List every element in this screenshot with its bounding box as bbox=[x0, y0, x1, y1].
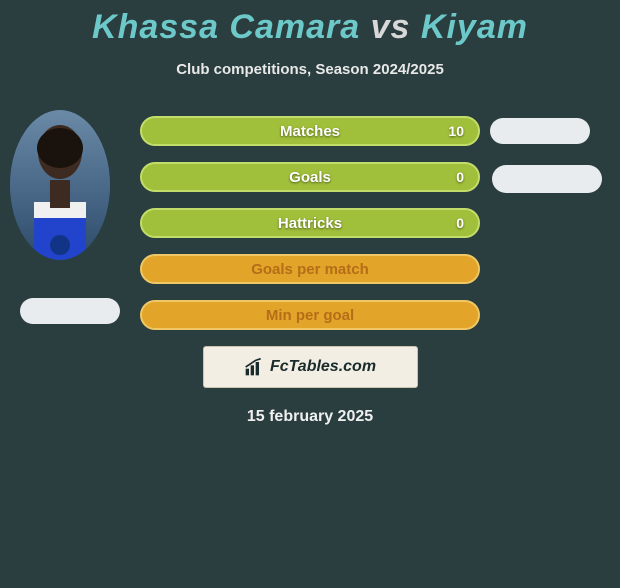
brand-text: FcTables.com bbox=[270, 358, 376, 376]
bar-min-per-goal: Min per goal bbox=[140, 300, 480, 330]
bar-value: 10 bbox=[448, 123, 464, 139]
player1-name: Khassa Camara bbox=[92, 8, 360, 46]
bar-hattricks: Hattricks 0 bbox=[140, 208, 480, 238]
vs-text: vs bbox=[371, 8, 411, 46]
brand-badge: FcTables.com bbox=[203, 346, 418, 388]
bar-goals-per-match: Goals per match bbox=[140, 254, 480, 284]
subtitle: Club competitions, Season 2024/2025 bbox=[0, 61, 620, 78]
date-text: 15 february 2025 bbox=[0, 408, 620, 426]
bar-value: 0 bbox=[456, 169, 464, 185]
player2-stat-pill-1 bbox=[490, 118, 590, 144]
player2-stat-pill-2 bbox=[492, 165, 602, 193]
player1-avatar bbox=[10, 110, 110, 260]
comparison-title: Khassa Camara vs Kiyam bbox=[0, 8, 620, 47]
bar-goals: Goals 0 bbox=[140, 162, 480, 192]
bar-value: 0 bbox=[456, 215, 464, 231]
bar-label: Matches bbox=[280, 123, 340, 140]
bar-matches: Matches 10 bbox=[140, 116, 480, 146]
player2-name: Kiyam bbox=[421, 8, 528, 46]
avatar-icon bbox=[10, 110, 110, 260]
comparison-content: Matches 10 Goals 0 Hattricks 0 Goals per… bbox=[0, 116, 620, 330]
bar-label: Min per goal bbox=[266, 307, 354, 324]
bar-label: Goals bbox=[289, 169, 331, 186]
stat-bars: Matches 10 Goals 0 Hattricks 0 Goals per… bbox=[140, 116, 480, 330]
bar-label: Goals per match bbox=[251, 261, 369, 278]
player1-stat-pill bbox=[20, 298, 120, 324]
bar-label: Hattricks bbox=[278, 215, 342, 232]
chart-icon bbox=[244, 357, 264, 377]
